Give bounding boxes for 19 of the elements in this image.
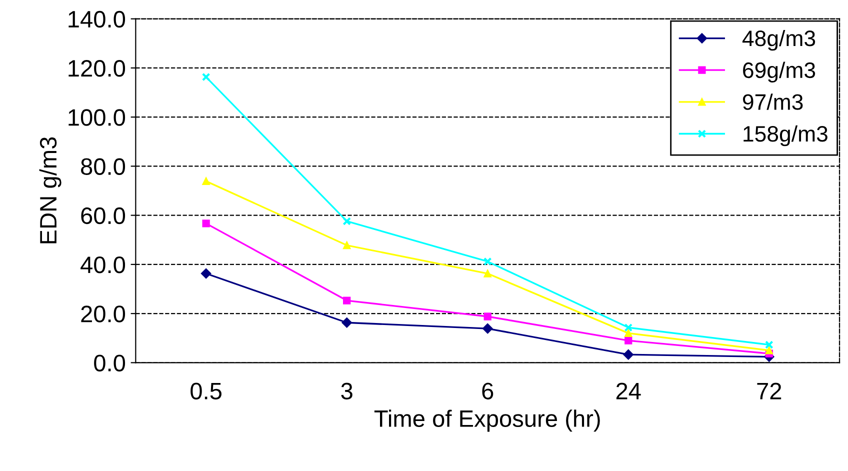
x-tick-label: 24: [616, 382, 641, 400]
y-tick-label: 60.0: [81, 207, 126, 224]
y-tick-label: 80.0: [81, 158, 126, 175]
y-tick-label: 120.0: [68, 60, 126, 77]
y-tick-label: 100.0: [68, 109, 126, 126]
legend-label: 69g/m3: [743, 62, 816, 82]
x-tick-label: 6: [482, 382, 494, 400]
legend-label: 158g/m3: [744, 125, 828, 146]
x-axis-title: Time of Exposure (hr): [374, 410, 600, 432]
y-tick-label: 140.0: [68, 10, 126, 28]
legend-label: 48g/m3: [742, 30, 816, 51]
x-tick-label: 0.5: [190, 382, 222, 400]
y-tick-label: 20.0: [81, 306, 126, 322]
x-tick-label: 3: [341, 382, 352, 400]
x-tick-label: 72: [757, 382, 782, 400]
y-tick-label: 40.0: [80, 256, 126, 274]
y-tick-label: 0.0: [94, 354, 126, 372]
legend-label: 97/m3: [742, 94, 803, 110]
y-axis-title: EDN g/m3: [39, 137, 62, 244]
